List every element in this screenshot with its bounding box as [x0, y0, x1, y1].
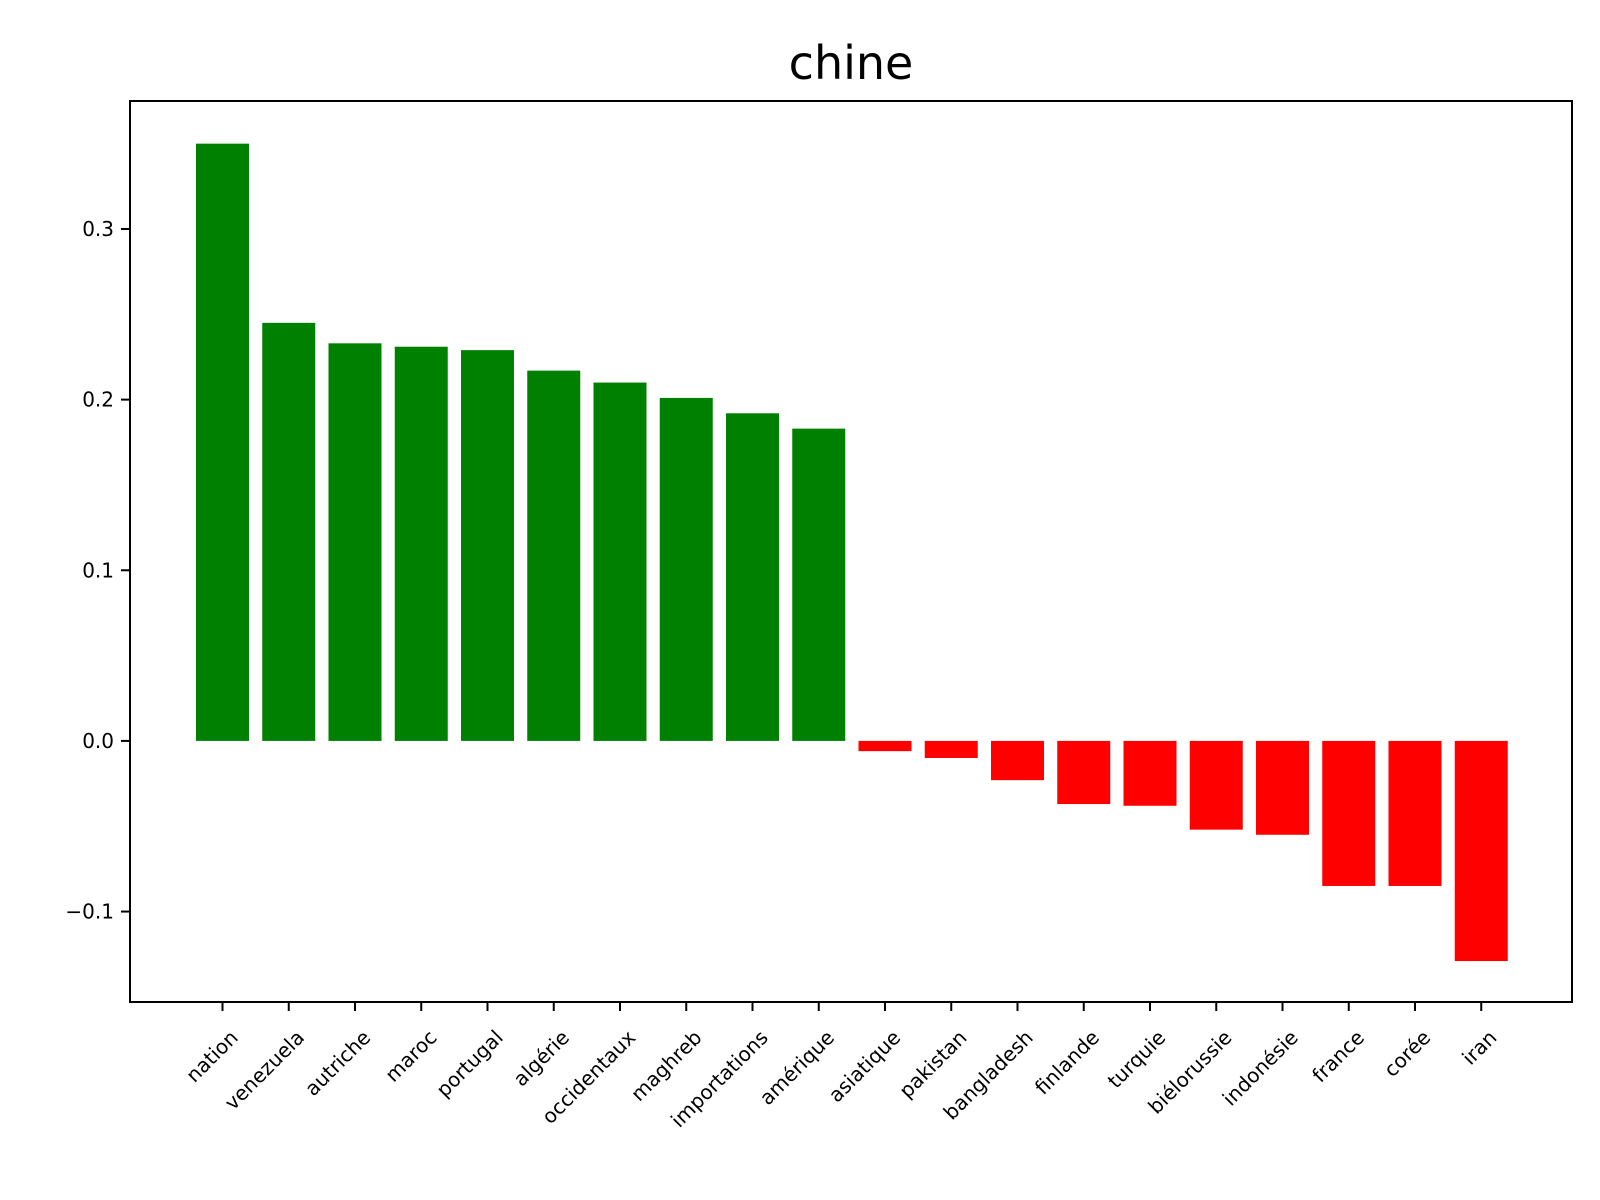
x-tick-label: autriche — [300, 1025, 375, 1100]
bar-asiatique — [858, 740, 912, 752]
bar-biélorussie — [1189, 740, 1243, 830]
bar-finlande — [1057, 740, 1111, 805]
y-tick-label: −0.1 — [65, 900, 114, 924]
bar-indonésie — [1256, 740, 1309, 835]
bar-nation — [196, 143, 249, 741]
bar-maghreb — [659, 397, 713, 741]
bar-autriche — [328, 343, 382, 741]
y-tick-label: 0.3 — [82, 217, 114, 241]
x-tick-label: finlande — [1030, 1025, 1104, 1099]
y-axis: −0.1 0.0 0.1 0.2 0.3 — [65, 217, 130, 924]
bar-bangladesh — [991, 740, 1044, 781]
bars — [196, 143, 1508, 962]
plot-frame — [129, 100, 1573, 1003]
y-tick-label: 0.0 — [82, 729, 114, 753]
x-tick-label: corée — [1379, 1025, 1435, 1081]
bar-maroc — [394, 346, 448, 741]
x-tick-label: portugal — [431, 1025, 508, 1102]
x-tick-label: iran — [1457, 1025, 1501, 1069]
bar-amérique — [792, 428, 846, 741]
y-tick-label: 0.2 — [82, 388, 114, 412]
bar-occidentaux — [593, 382, 647, 741]
bar-importations — [726, 413, 779, 741]
bar-portugal — [461, 350, 514, 741]
bar-turquie — [1123, 740, 1177, 806]
x-tick-label: nation — [181, 1025, 243, 1087]
x-tick-label: france — [1307, 1025, 1369, 1087]
bar-pakistan — [924, 740, 978, 758]
x-tick-label: asiatique — [824, 1025, 906, 1107]
x-tick-label: maroc — [380, 1025, 441, 1086]
bar-france — [1322, 740, 1376, 886]
bar-venezuela — [262, 322, 316, 741]
bar-algérie — [527, 370, 581, 741]
y-tick-label: 0.1 — [82, 558, 114, 582]
bar-corée — [1388, 740, 1442, 886]
bar-iran — [1454, 740, 1508, 962]
x-tick-label: turquie — [1103, 1025, 1171, 1093]
chart-title: chine — [789, 36, 914, 90]
x-tick-label: algérie — [508, 1025, 574, 1091]
